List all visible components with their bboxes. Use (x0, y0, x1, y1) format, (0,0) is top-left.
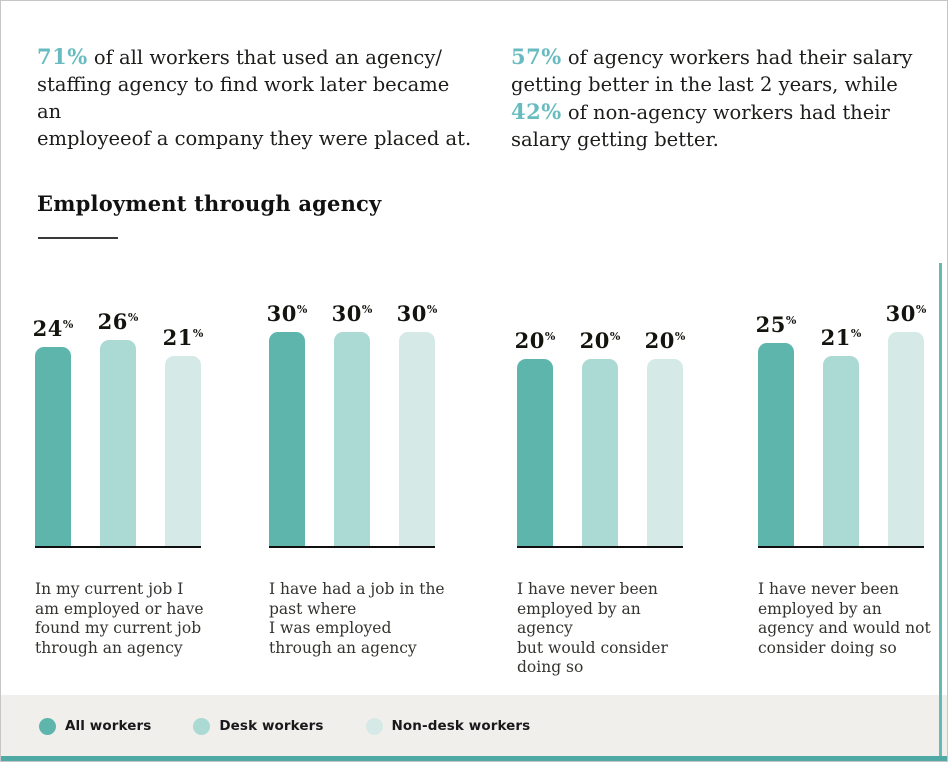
bar-non-desk-workers (888, 332, 924, 546)
bar-value-label: 20% (514, 328, 556, 353)
bar-value-label: 24% (32, 316, 74, 341)
bar-non-desk-workers (399, 332, 435, 546)
stat-highlight-42: 42% (511, 99, 562, 124)
percent-sign: % (361, 303, 373, 316)
legend-item-all-workers: All workers (39, 717, 152, 735)
intro-left-text: of all workers that used an agency/ staf… (37, 46, 472, 150)
legend-label: Desk workers (219, 718, 324, 734)
percent-sign: % (544, 330, 556, 343)
bar-cell: 30% (396, 301, 438, 546)
bar-non-desk-workers (165, 356, 201, 546)
bar-cell: 20% (644, 301, 686, 546)
bar-cell: 21% (820, 301, 862, 546)
bar-cell: 26% (97, 301, 139, 546)
percent-sign: % (127, 311, 139, 324)
bar-value-label: 25% (755, 312, 797, 337)
bar-value-label: 30% (331, 301, 373, 326)
bar-all-workers (758, 343, 794, 546)
bar-desk-workers (100, 340, 136, 546)
chart-legend: All workers Desk workers Non-desk workers (1, 695, 947, 757)
intro-right-paragraph: 57% of agency workers had their salary g… (511, 43, 916, 153)
bar-value-label: 21% (162, 325, 204, 350)
bar-all-workers (269, 332, 305, 546)
footer-accent-bar (1, 756, 947, 761)
bar-group-caption: I have never been employed by an agency … (758, 580, 931, 657)
legend-item-non-desk-workers: Non-desk workers (365, 717, 531, 735)
percent-sign: % (915, 303, 927, 316)
title-underline (38, 237, 118, 239)
chart-title: Employment through agency (37, 191, 382, 216)
bar-cell: 25% (755, 301, 797, 546)
bar-group-caption: I have had a job in the past where I was… (269, 580, 445, 657)
percent-sign: % (426, 303, 438, 316)
bar-group: 25% 21% 30% (755, 301, 927, 548)
bar-value-label: 30% (396, 301, 438, 326)
bar-value-label: 30% (266, 301, 308, 326)
percent-sign: % (192, 327, 204, 340)
percent-sign: % (850, 327, 862, 340)
bar-desk-workers (334, 332, 370, 546)
legend-color-dot (193, 717, 211, 735)
bar-cell: 30% (331, 301, 373, 546)
percent-sign: % (62, 318, 74, 331)
bar-desk-workers (582, 359, 618, 546)
intro-right-text-2: of non-agency workers had their salary g… (511, 101, 890, 151)
legend-item-desk-workers: Desk workers (193, 717, 324, 735)
bar-cell: 24% (32, 301, 74, 546)
bar-value-label: 21% (820, 325, 862, 350)
intro-left-paragraph: 71% of all workers that used an agency/ … (37, 43, 472, 152)
bar-group: 24% 26% 21% (32, 301, 204, 548)
bar-cell: 21% (162, 301, 204, 546)
bar-cell: 30% (885, 301, 927, 546)
bar-value-label: 30% (885, 301, 927, 326)
right-accent-rule (939, 263, 942, 761)
legend-label: Non-desk workers (391, 718, 531, 734)
bar-group-caption: In my current job I am employed or have … (35, 580, 204, 657)
bar-value-label: 20% (579, 328, 621, 353)
bar-non-desk-workers (647, 359, 683, 546)
bar-group: 30% 30% 30% (266, 301, 438, 548)
stat-highlight-71: 71% (37, 44, 88, 69)
intro-right-text-1: of agency workers had their salary getti… (511, 46, 913, 96)
percent-sign: % (609, 330, 621, 343)
legend-color-dot (39, 717, 56, 735)
legend-label: All workers (65, 718, 152, 734)
bar-group-caption: I have never been employed by an agency … (517, 580, 668, 676)
percent-sign: % (785, 314, 797, 327)
legend-color-dot (365, 717, 383, 735)
bar-cell: 20% (579, 301, 621, 546)
bar-value-label: 26% (97, 309, 139, 334)
bar-group: 20% 20% 20% (514, 301, 686, 548)
bar-all-workers (517, 359, 553, 546)
bar-desk-workers (823, 356, 859, 546)
bar-cell: 30% (266, 301, 308, 546)
bar-cell: 20% (514, 301, 556, 546)
percent-sign: % (674, 330, 686, 343)
bar-value-label: 20% (644, 328, 686, 353)
percent-sign: % (296, 303, 308, 316)
bar-all-workers (35, 347, 71, 546)
stat-highlight-57: 57% (511, 44, 562, 69)
